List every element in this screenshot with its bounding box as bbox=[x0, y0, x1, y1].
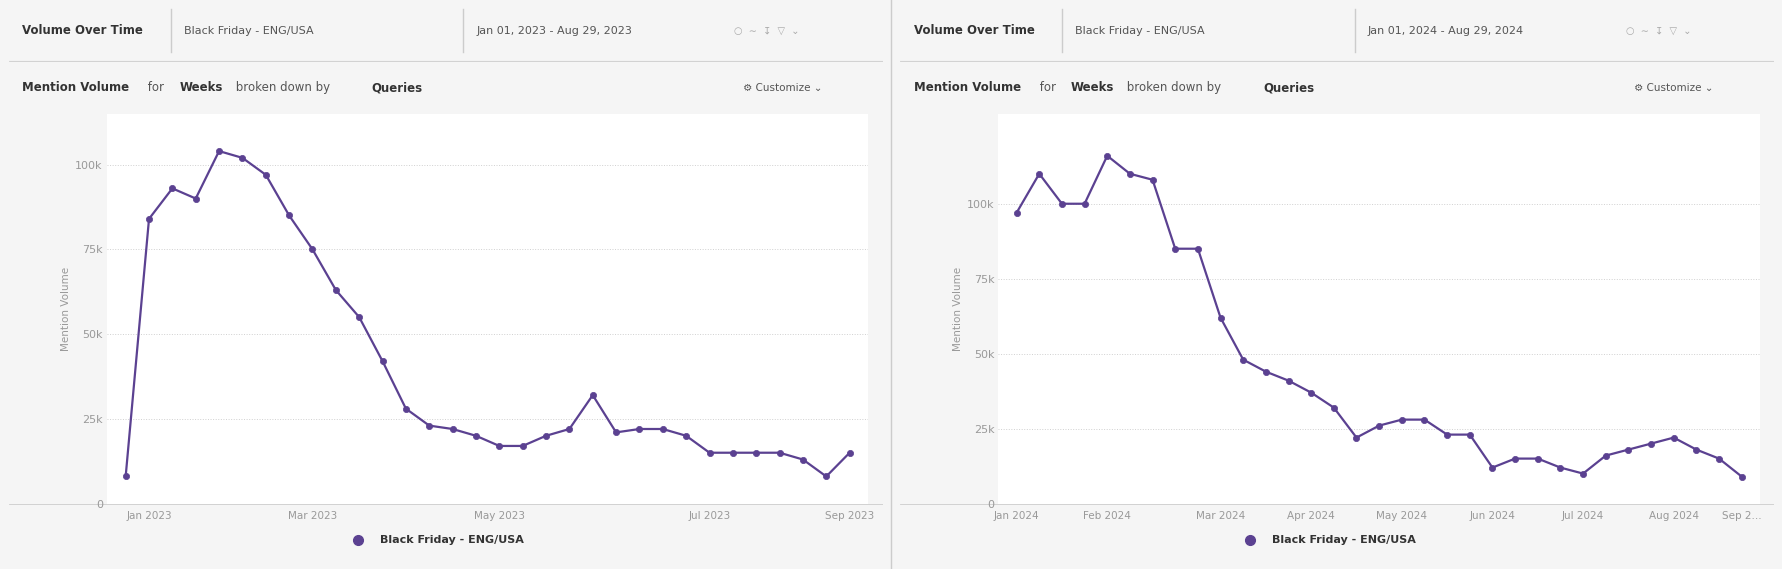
Text: Jan 01, 2024 - Aug 29, 2024: Jan 01, 2024 - Aug 29, 2024 bbox=[1367, 26, 1524, 36]
Text: Queries: Queries bbox=[1262, 81, 1313, 94]
Text: ○  ∼  ↧  ▽  ⌄: ○ ∼ ↧ ▽ ⌄ bbox=[1625, 26, 1689, 36]
Text: for: for bbox=[144, 81, 168, 94]
Text: Mention Volume: Mention Volume bbox=[21, 81, 128, 94]
Text: for: for bbox=[1035, 81, 1059, 94]
Text: broken down by: broken down by bbox=[232, 81, 333, 94]
Text: Jan 01, 2023 - Aug 29, 2023: Jan 01, 2023 - Aug 29, 2023 bbox=[476, 26, 633, 36]
Text: Black Friday - ENG/USA: Black Friday - ENG/USA bbox=[380, 534, 524, 545]
Text: Volume Over Time: Volume Over Time bbox=[912, 24, 1034, 37]
Text: Volume Over Time: Volume Over Time bbox=[21, 24, 143, 37]
Text: ⚙ Customize ⌄: ⚙ Customize ⌄ bbox=[743, 83, 822, 93]
Text: Queries: Queries bbox=[371, 81, 422, 94]
Text: Weeks: Weeks bbox=[180, 81, 223, 94]
Text: Black Friday - ENG/USA: Black Friday - ENG/USA bbox=[1075, 26, 1205, 36]
Y-axis label: Mention Volume: Mention Volume bbox=[61, 267, 71, 351]
Text: Weeks: Weeks bbox=[1071, 81, 1114, 94]
Text: ○  ∼  ↧  ▽  ⌄: ○ ∼ ↧ ▽ ⌄ bbox=[734, 26, 798, 36]
Text: Black Friday - ENG/USA: Black Friday - ENG/USA bbox=[1271, 534, 1415, 545]
Text: Mention Volume: Mention Volume bbox=[912, 81, 1019, 94]
Y-axis label: Mention Volume: Mention Volume bbox=[952, 267, 962, 351]
Text: ⚙ Customize ⌄: ⚙ Customize ⌄ bbox=[1634, 83, 1713, 93]
Text: Black Friday - ENG/USA: Black Friday - ENG/USA bbox=[184, 26, 314, 36]
Text: broken down by: broken down by bbox=[1123, 81, 1224, 94]
